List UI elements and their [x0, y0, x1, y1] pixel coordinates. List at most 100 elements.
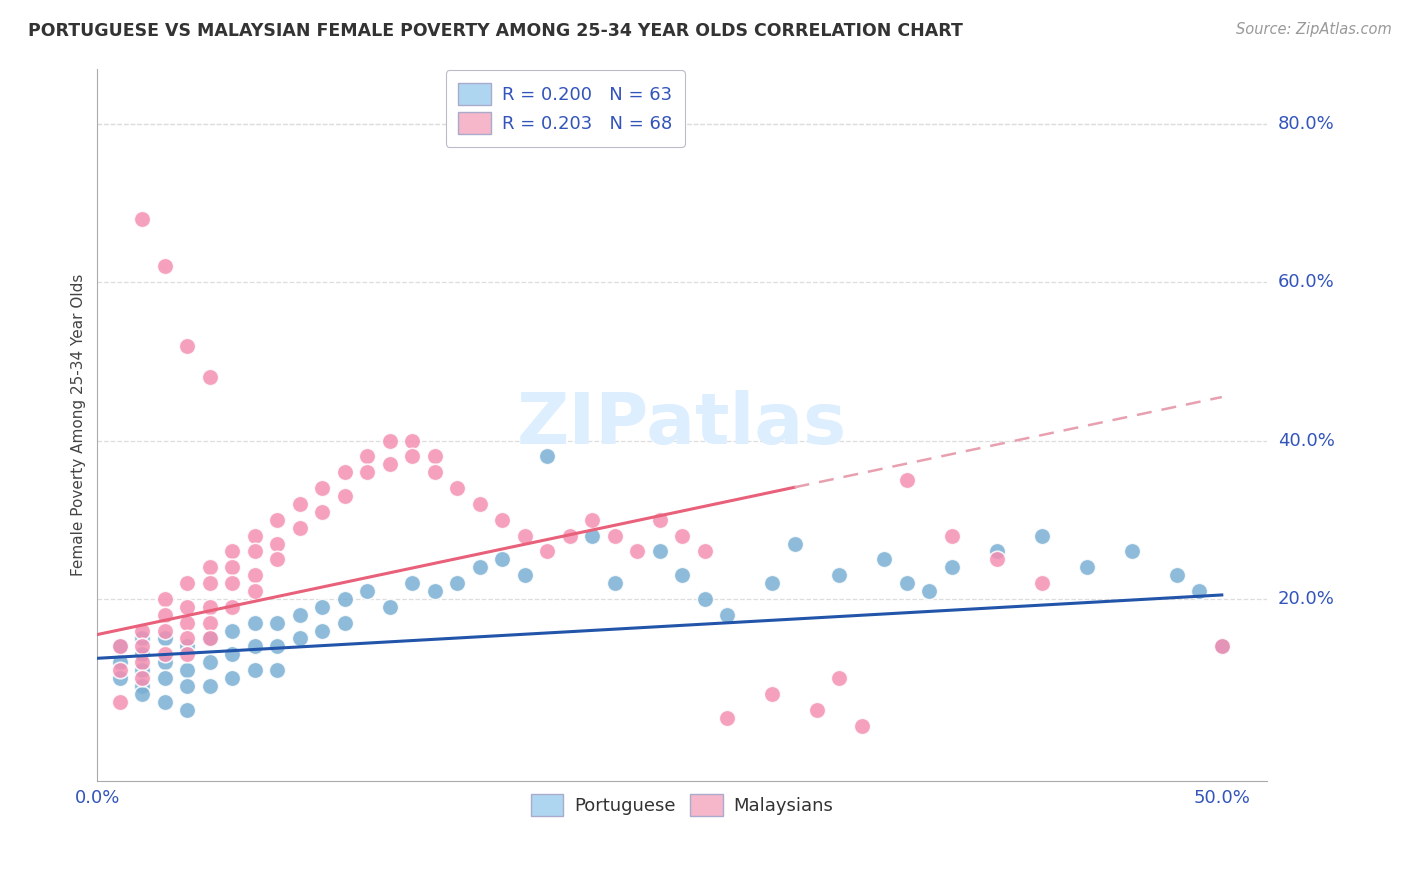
Point — [851, 718, 873, 732]
Point — [311, 599, 333, 614]
Point — [513, 528, 536, 542]
Point — [378, 458, 401, 472]
Point — [333, 615, 356, 630]
Point — [986, 552, 1008, 566]
Point — [603, 576, 626, 591]
Point — [266, 513, 288, 527]
Point — [716, 711, 738, 725]
Point — [198, 679, 221, 693]
Point — [153, 655, 176, 669]
Point — [648, 544, 671, 558]
Point — [941, 528, 963, 542]
Text: ZIPatlas: ZIPatlas — [517, 391, 848, 459]
Point — [896, 473, 918, 487]
Point — [176, 576, 198, 591]
Point — [311, 624, 333, 638]
Point — [176, 615, 198, 630]
Point — [153, 591, 176, 606]
Point — [288, 521, 311, 535]
Point — [153, 671, 176, 685]
Point — [401, 450, 423, 464]
Point — [176, 632, 198, 646]
Point — [986, 544, 1008, 558]
Point — [603, 528, 626, 542]
Point — [671, 568, 693, 582]
Point — [153, 632, 176, 646]
Point — [1031, 528, 1053, 542]
Point — [356, 584, 378, 599]
Point — [131, 211, 153, 226]
Point — [176, 648, 198, 662]
Point — [198, 615, 221, 630]
Point — [1121, 544, 1143, 558]
Point — [333, 489, 356, 503]
Point — [761, 576, 783, 591]
Point — [626, 544, 648, 558]
Point — [648, 513, 671, 527]
Point — [221, 576, 243, 591]
Point — [198, 576, 221, 591]
Point — [243, 568, 266, 582]
Point — [423, 584, 446, 599]
Point — [1166, 568, 1188, 582]
Point — [1188, 584, 1211, 599]
Point — [266, 615, 288, 630]
Point — [131, 624, 153, 638]
Legend: Portuguese, Malaysians: Portuguese, Malaysians — [522, 785, 842, 825]
Point — [131, 663, 153, 677]
Point — [176, 663, 198, 677]
Point — [1211, 640, 1233, 654]
Point — [446, 576, 468, 591]
Point — [266, 552, 288, 566]
Point — [1211, 640, 1233, 654]
Point — [423, 465, 446, 479]
Point — [198, 632, 221, 646]
Point — [693, 591, 716, 606]
Point — [1076, 560, 1098, 574]
Point — [378, 434, 401, 448]
Point — [806, 703, 828, 717]
Point — [108, 663, 131, 677]
Point — [693, 544, 716, 558]
Point — [468, 497, 491, 511]
Point — [108, 640, 131, 654]
Text: Source: ZipAtlas.com: Source: ZipAtlas.com — [1236, 22, 1392, 37]
Point — [221, 599, 243, 614]
Point — [423, 450, 446, 464]
Point — [536, 450, 558, 464]
Point — [783, 536, 806, 550]
Point — [153, 260, 176, 274]
Point — [266, 640, 288, 654]
Point — [311, 505, 333, 519]
Point — [243, 663, 266, 677]
Point — [356, 450, 378, 464]
Point — [288, 632, 311, 646]
Point — [333, 465, 356, 479]
Point — [243, 584, 266, 599]
Point — [266, 663, 288, 677]
Text: 40.0%: 40.0% — [1278, 432, 1334, 450]
Point — [558, 528, 581, 542]
Text: 60.0%: 60.0% — [1278, 273, 1334, 292]
Point — [828, 568, 851, 582]
Point — [198, 655, 221, 669]
Point — [243, 615, 266, 630]
Point — [176, 338, 198, 352]
Point — [288, 497, 311, 511]
Point — [221, 671, 243, 685]
Point — [581, 513, 603, 527]
Point — [333, 591, 356, 606]
Point — [176, 679, 198, 693]
Point — [221, 624, 243, 638]
Point — [221, 544, 243, 558]
Point — [266, 536, 288, 550]
Point — [918, 584, 941, 599]
Point — [896, 576, 918, 591]
Point — [198, 370, 221, 384]
Point — [243, 544, 266, 558]
Point — [468, 560, 491, 574]
Point — [491, 552, 513, 566]
Y-axis label: Female Poverty Among 25-34 Year Olds: Female Poverty Among 25-34 Year Olds — [72, 274, 86, 576]
Point — [131, 640, 153, 654]
Text: 20.0%: 20.0% — [1278, 590, 1334, 608]
